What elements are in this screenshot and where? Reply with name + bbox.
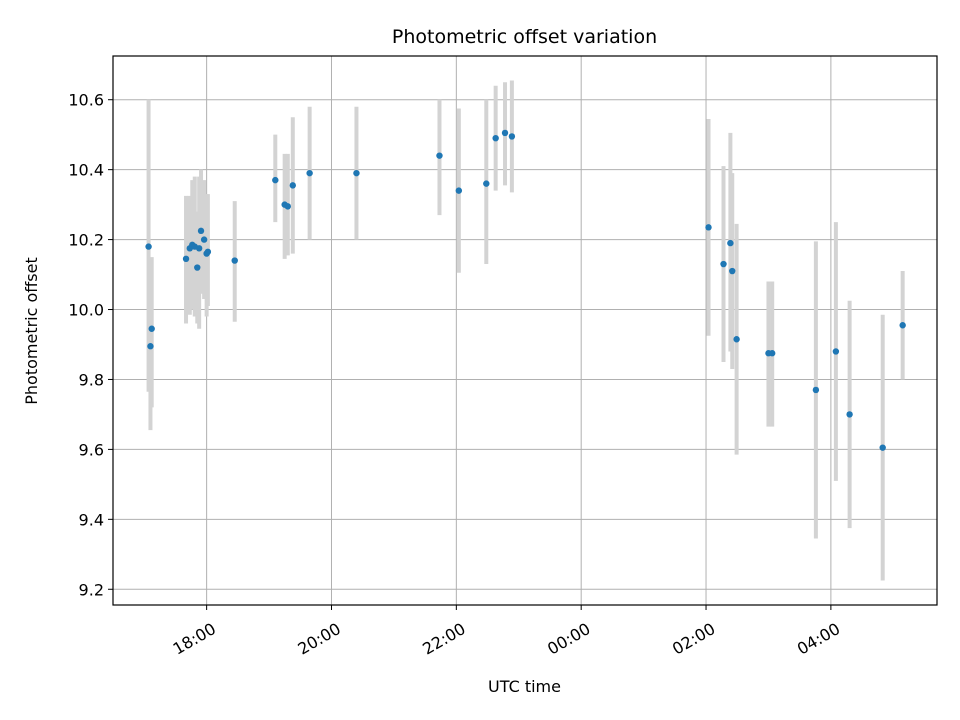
data-point (832, 348, 840, 355)
y-axis-label: Photometric offset (22, 257, 41, 405)
data-point (720, 260, 727, 268)
data-point (455, 187, 463, 194)
data-point (436, 152, 443, 159)
data-point (705, 224, 712, 231)
data-point (272, 176, 279, 184)
data-point (727, 239, 734, 247)
data-point (879, 444, 886, 451)
chart-title: Photometric offset variation (392, 26, 657, 48)
data-point (508, 133, 516, 140)
data-point (200, 236, 208, 243)
y-axis: 9.2 9.4 9.6 9.8 10.0 10.2 10.4 10.6 (68, 91, 113, 599)
data-point (733, 336, 740, 343)
data-point (353, 169, 360, 177)
data-point (182, 255, 190, 263)
data-point (231, 257, 238, 264)
data-point (145, 243, 152, 250)
data-point (204, 248, 212, 256)
data-point (846, 411, 853, 418)
data-point (284, 203, 291, 210)
grid (113, 56, 937, 605)
y-tick-label: 10.0 (68, 301, 104, 320)
data-point (195, 245, 203, 252)
data-points (145, 129, 906, 451)
y-tick-label: 9.4 (79, 510, 104, 529)
data-point (289, 182, 296, 189)
data-point (812, 386, 820, 394)
x-axis-label: UTC time (488, 677, 561, 696)
data-point (483, 180, 490, 187)
data-point (147, 343, 154, 350)
y-tick-label: 9.2 (79, 580, 104, 599)
data-point (501, 129, 509, 137)
plot-frame (112, 55, 938, 606)
y-tick-label: 10.6 (68, 91, 104, 110)
data-point (197, 227, 205, 235)
y-tick-label: 10.2 (68, 231, 104, 250)
data-point (769, 350, 776, 357)
data-point (899, 322, 906, 329)
data-point (148, 325, 155, 332)
data-point (492, 134, 499, 142)
data-point (729, 267, 736, 275)
y-tick-label: 9.6 (79, 440, 104, 459)
y-tick-label: 10.4 (68, 161, 104, 180)
y-tick-label: 9.8 (79, 370, 104, 389)
data-point (194, 264, 201, 271)
data-point (306, 169, 313, 177)
